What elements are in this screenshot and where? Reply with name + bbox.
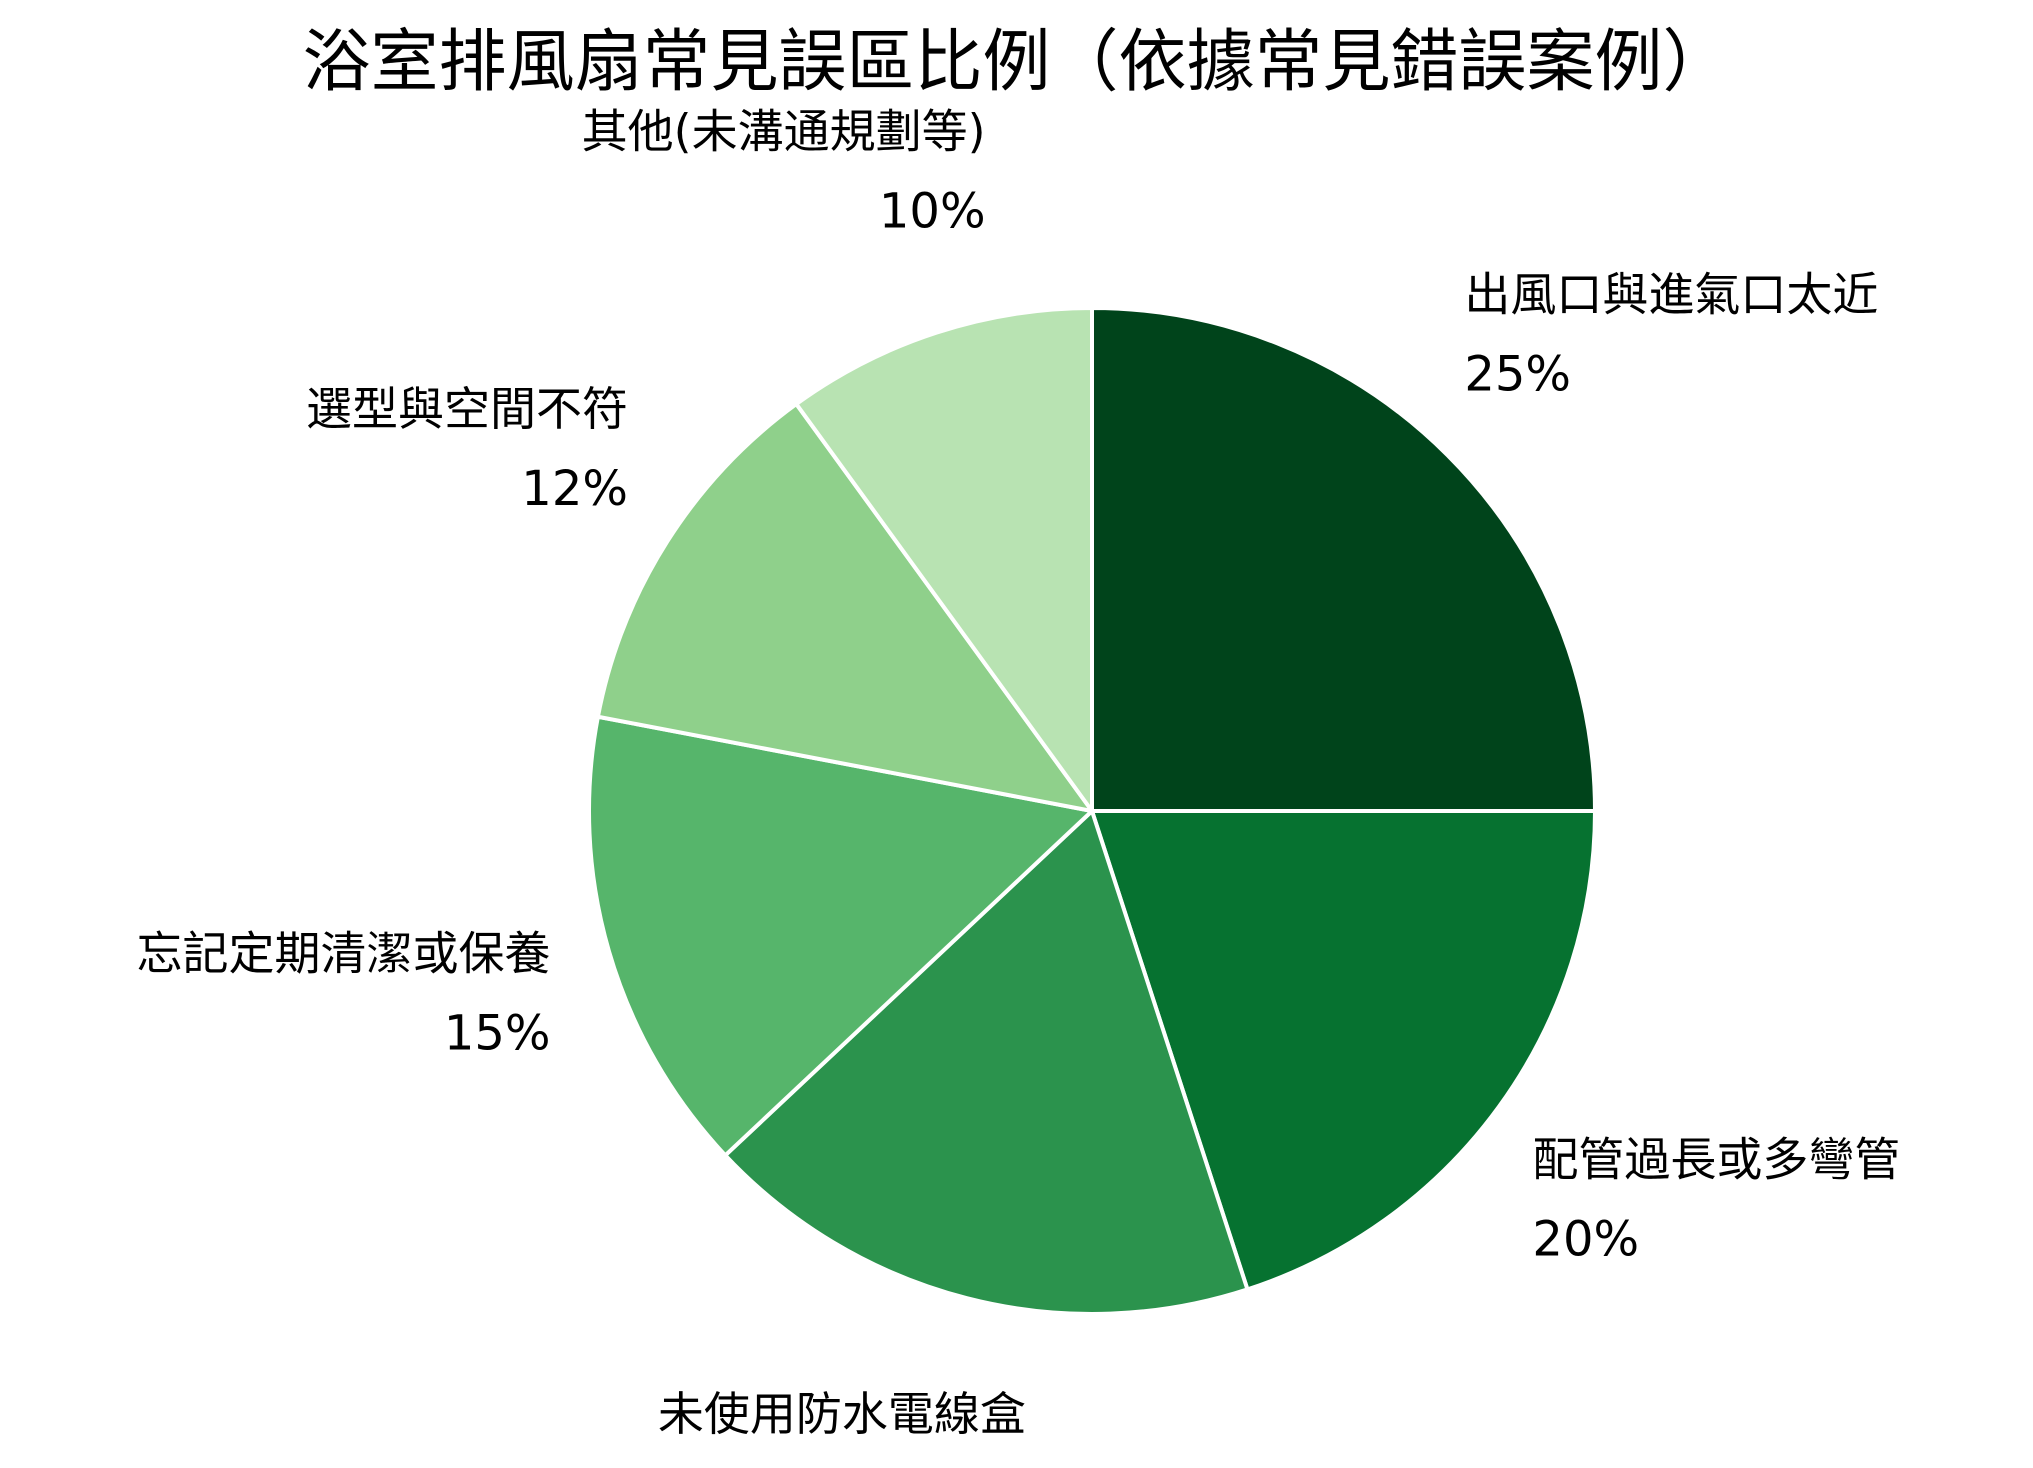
slice-value-1: 25% [1464, 347, 1571, 403]
slice-value-6: 10% [879, 184, 986, 240]
slice-value-4: 15% [444, 1005, 551, 1061]
pie-slice-1 [1090, 306, 1597, 813]
slice-label-4: 忘記定期清潔或保養 [137, 926, 551, 980]
pie-slice-5 [595, 402, 1094, 813]
slice-value-2: 20% [1532, 1212, 1639, 1268]
slice-label-1: 出風口與進氣口太近 [1464, 268, 1878, 322]
slice-label-2: 配管過長或多彎管 [1532, 1133, 1900, 1187]
slice-label-6: 其他(未溝通規劃等) [582, 105, 986, 159]
chart-title: 浴室排風扇常見誤區比例（依據常見錯誤案例） [302, 23, 1731, 102]
slice-value-5: 12% [521, 461, 628, 517]
pie-slices [587, 306, 1597, 1316]
pie-slice-2 [1090, 809, 1597, 1292]
pie-slice-4 [587, 714, 1094, 1158]
slice-label-5: 選型與空間不符 [306, 382, 628, 436]
pie-labels: 出風口與進氣口太近 25% 配管過長或多彎管 20% 未使用防水電線盒 18% 忘記定期清潔… [137, 105, 1901, 1468]
pie-slice-3 [723, 809, 1250, 1316]
pie-slice-6 [794, 306, 1094, 813]
slice-value-3: 18% [919, 1466, 1026, 1468]
slice-label-3: 未使用防水電線盒 [658, 1387, 1026, 1441]
